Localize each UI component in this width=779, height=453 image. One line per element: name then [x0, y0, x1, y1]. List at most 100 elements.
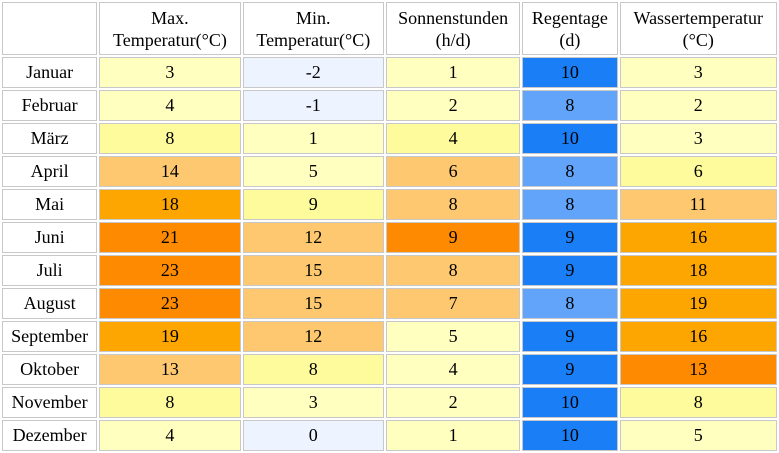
header-min-temp: Min. Temperatur(°C)	[242, 2, 384, 55]
month-label: November	[2, 387, 98, 418]
min-temp-cell: 9	[242, 189, 384, 220]
rain-days-cell: 8	[522, 288, 618, 319]
table-row: April 14 5 6 8 6	[2, 156, 777, 187]
table-row: November 8 3 2 10 8	[2, 387, 777, 418]
table-row: Juli 23 15 8 9 18	[2, 255, 777, 286]
header-water-temp-line2: (°C)	[682, 29, 714, 50]
min-temp-cell: 3	[242, 387, 384, 418]
month-label: Juli	[2, 255, 98, 286]
header-max-temp: Max. Temperatur(°C)	[99, 2, 241, 55]
max-temp-cell: 14	[99, 156, 241, 187]
rain-days-cell: 8	[522, 189, 618, 220]
water-temp-cell: 8	[619, 387, 777, 418]
sun-hours-cell: 5	[385, 321, 521, 352]
table-row: August 23 15 7 8 19	[2, 288, 777, 319]
month-label: Mai	[2, 189, 98, 220]
max-temp-cell: 18	[99, 189, 241, 220]
rain-days-cell: 10	[522, 123, 618, 154]
water-temp-cell: 6	[619, 156, 777, 187]
table-row: März 8 1 4 10 3	[2, 123, 777, 154]
sun-hours-cell: 2	[385, 90, 521, 121]
header-rain-days: Regentage (d)	[522, 2, 618, 55]
max-temp-cell: 23	[99, 255, 241, 286]
table-row: September 19 12 5 9 16	[2, 321, 777, 352]
header-max-temp-line1: Max.	[151, 7, 189, 28]
rain-days-cell: 10	[522, 57, 618, 88]
min-temp-cell: -1	[242, 90, 384, 121]
min-temp-cell: 15	[242, 288, 384, 319]
header-max-temp-line2: Temperatur(°C)	[112, 29, 227, 50]
water-temp-cell: 3	[619, 57, 777, 88]
min-temp-cell: 15	[242, 255, 384, 286]
header-sun-hours-line1: Sonnenstunden	[398, 7, 509, 28]
water-temp-cell: 13	[619, 354, 777, 385]
water-temp-cell: 5	[619, 420, 777, 451]
water-temp-cell: 19	[619, 288, 777, 319]
max-temp-cell: 8	[99, 387, 241, 418]
water-temp-cell: 2	[619, 90, 777, 121]
header-corner	[2, 2, 98, 55]
min-temp-cell: 1	[242, 123, 384, 154]
month-label: August	[2, 288, 98, 319]
rain-days-cell: 8	[522, 90, 618, 121]
sun-hours-cell: 1	[385, 420, 521, 451]
rain-days-cell: 10	[522, 420, 618, 451]
max-temp-cell: 4	[99, 420, 241, 451]
sun-hours-cell: 8	[385, 255, 521, 286]
header-water-temp-line1: Wassertemperatur	[633, 7, 764, 28]
water-temp-cell: 11	[619, 189, 777, 220]
water-temp-cell: 18	[619, 255, 777, 286]
max-temp-cell: 8	[99, 123, 241, 154]
table-row: Januar 3 -2 1 10 3	[2, 57, 777, 88]
header-rain-days-line2: (d)	[559, 29, 581, 50]
sun-hours-cell: 4	[385, 123, 521, 154]
sun-hours-cell: 4	[385, 354, 521, 385]
table-row: Mai 18 9 8 8 11	[2, 189, 777, 220]
sun-hours-cell: 7	[385, 288, 521, 319]
water-temp-cell: 16	[619, 222, 777, 253]
max-temp-cell: 4	[99, 90, 241, 121]
month-label: September	[2, 321, 98, 352]
month-label: Oktober	[2, 354, 98, 385]
month-label: März	[2, 123, 98, 154]
rain-days-cell: 9	[522, 222, 618, 253]
max-temp-cell: 19	[99, 321, 241, 352]
month-label: Juni	[2, 222, 98, 253]
water-temp-cell: 3	[619, 123, 777, 154]
table-row: Juni 21 12 9 9 16	[2, 222, 777, 253]
header-min-temp-line2: Temperatur(°C)	[256, 29, 371, 50]
min-temp-cell: 0	[242, 420, 384, 451]
rain-days-cell: 8	[522, 156, 618, 187]
min-temp-cell: 8	[242, 354, 384, 385]
month-label: Januar	[2, 57, 98, 88]
month-label: Februar	[2, 90, 98, 121]
rain-days-cell: 10	[522, 387, 618, 418]
min-temp-cell: -2	[242, 57, 384, 88]
min-temp-cell: 12	[242, 222, 384, 253]
max-temp-cell: 21	[99, 222, 241, 253]
month-label: Dezember	[2, 420, 98, 451]
min-temp-cell: 12	[242, 321, 384, 352]
header-rain-days-line1: Regentage	[531, 7, 608, 28]
table-row: Dezember 4 0 1 10 5	[2, 420, 777, 451]
header-min-temp-line1: Min.	[296, 7, 331, 28]
header-water-temp: Wassertemperatur (°C)	[619, 2, 777, 55]
sun-hours-cell: 9	[385, 222, 521, 253]
sun-hours-cell: 8	[385, 189, 521, 220]
table-row: Februar 4 -1 2 8 2	[2, 90, 777, 121]
rain-days-cell: 9	[522, 321, 618, 352]
table-row: Oktober 13 8 4 9 13	[2, 354, 777, 385]
rain-days-cell: 9	[522, 255, 618, 286]
min-temp-cell: 5	[242, 156, 384, 187]
water-temp-cell: 16	[619, 321, 777, 352]
max-temp-cell: 23	[99, 288, 241, 319]
sun-hours-cell: 2	[385, 387, 521, 418]
sun-hours-cell: 6	[385, 156, 521, 187]
month-label: April	[2, 156, 98, 187]
max-temp-cell: 3	[99, 57, 241, 88]
header-sun-hours: Sonnenstunden (h/d)	[385, 2, 521, 55]
sun-hours-cell: 1	[385, 57, 521, 88]
rain-days-cell: 9	[522, 354, 618, 385]
header-row: Max. Temperatur(°C) Min. Temperatur(°C) …	[2, 2, 777, 55]
